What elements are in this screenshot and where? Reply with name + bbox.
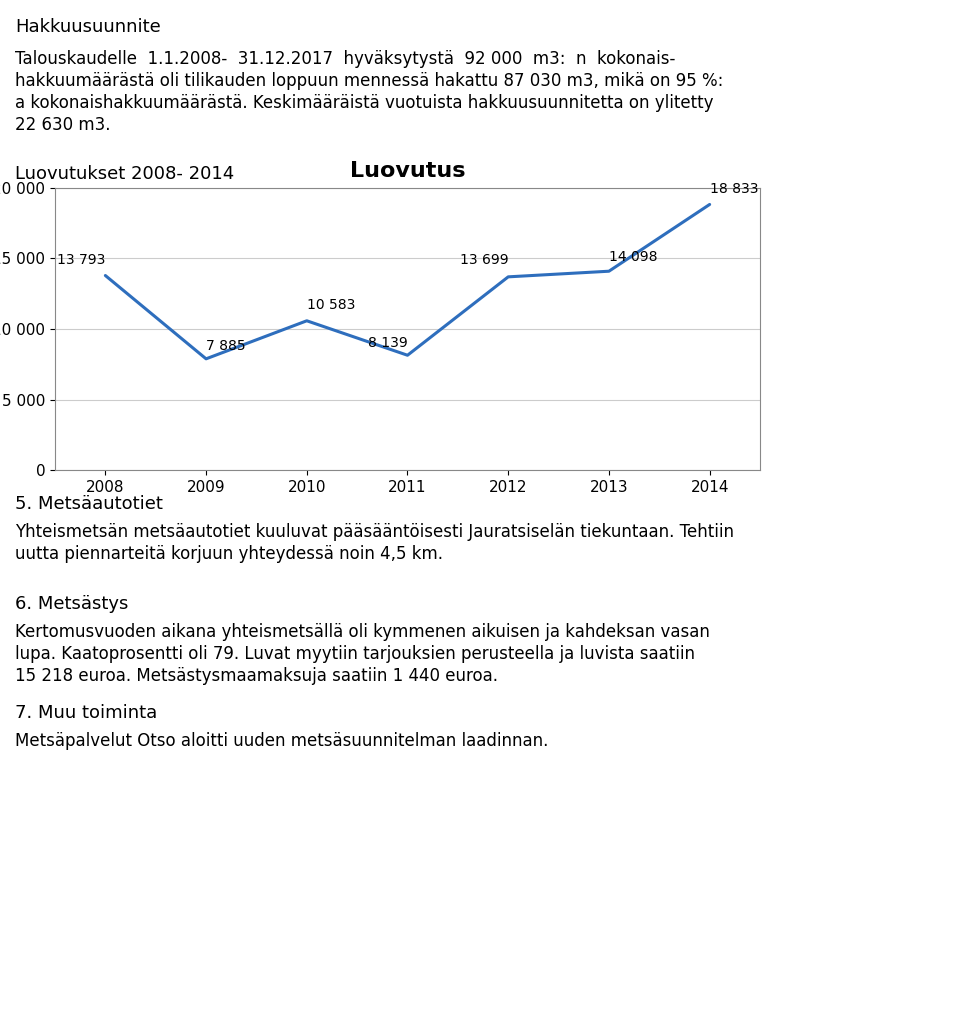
Text: 14 098: 14 098 bbox=[609, 250, 658, 264]
Text: Kertomusvuoden aikana yhteismetsällä oli kymmenen aikuisen ja kahdeksan vasan: Kertomusvuoden aikana yhteismetsällä oli… bbox=[15, 623, 709, 641]
Text: hakkuumäärästä oli tilikauden loppuun mennessä hakattu 87 030 m3, mikä on 95 %:: hakkuumäärästä oli tilikauden loppuun me… bbox=[15, 72, 724, 90]
Text: Talouskaudelle  1.1.2008-  31.12.2017  hyväksytystä  92 000  m3:  n  kokonais-: Talouskaudelle 1.1.2008- 31.12.2017 hyvä… bbox=[15, 50, 676, 68]
Text: 7 885: 7 885 bbox=[206, 339, 246, 354]
Text: Luovutukset 2008- 2014: Luovutukset 2008- 2014 bbox=[15, 165, 234, 183]
Text: 13 793: 13 793 bbox=[57, 253, 106, 267]
Text: 5. Metsäautotiet: 5. Metsäautotiet bbox=[15, 495, 163, 513]
Text: 13 699: 13 699 bbox=[460, 253, 508, 267]
Text: 7. Muu toiminta: 7. Muu toiminta bbox=[15, 704, 157, 722]
Text: 18 833: 18 833 bbox=[709, 182, 758, 196]
Text: Metsäpalvelut Otso aloitti uuden metsäsuunnitelman laadinnan.: Metsäpalvelut Otso aloitti uuden metsäsu… bbox=[15, 732, 548, 750]
Text: 10 583: 10 583 bbox=[307, 298, 355, 312]
Title: Luovutus: Luovutus bbox=[349, 161, 466, 181]
Text: lupa. Kaatoprosentti oli 79. Luvat myytiin tarjouksien perusteella ja luvista sa: lupa. Kaatoprosentti oli 79. Luvat myyti… bbox=[15, 645, 695, 663]
Text: 6. Metsästys: 6. Metsästys bbox=[15, 595, 129, 613]
Text: 8 139: 8 139 bbox=[368, 335, 407, 349]
Text: 15 218 euroa. Metsästysmaamaksuja saatiin 1 440 euroa.: 15 218 euroa. Metsästysmaamaksuja saatii… bbox=[15, 667, 498, 685]
Text: 22 630 m3.: 22 630 m3. bbox=[15, 116, 110, 134]
Text: uutta piennarteitä korjuun yhteydessä noin 4,5 km.: uutta piennarteitä korjuun yhteydessä no… bbox=[15, 545, 443, 563]
Text: Hakkuusuunnite: Hakkuusuunnite bbox=[15, 18, 160, 36]
Text: Yhteismetsän metsäautotiet kuuluvat pääsääntöisesti Jauratsiselän tiekuntaan. Te: Yhteismetsän metsäautotiet kuuluvat pääs… bbox=[15, 523, 734, 541]
Text: a kokonaishakkuumäärästä. Keskimääräistä vuotuista hakkuusuunnitetta on ylitetty: a kokonaishakkuumäärästä. Keskimääräistä… bbox=[15, 94, 713, 112]
